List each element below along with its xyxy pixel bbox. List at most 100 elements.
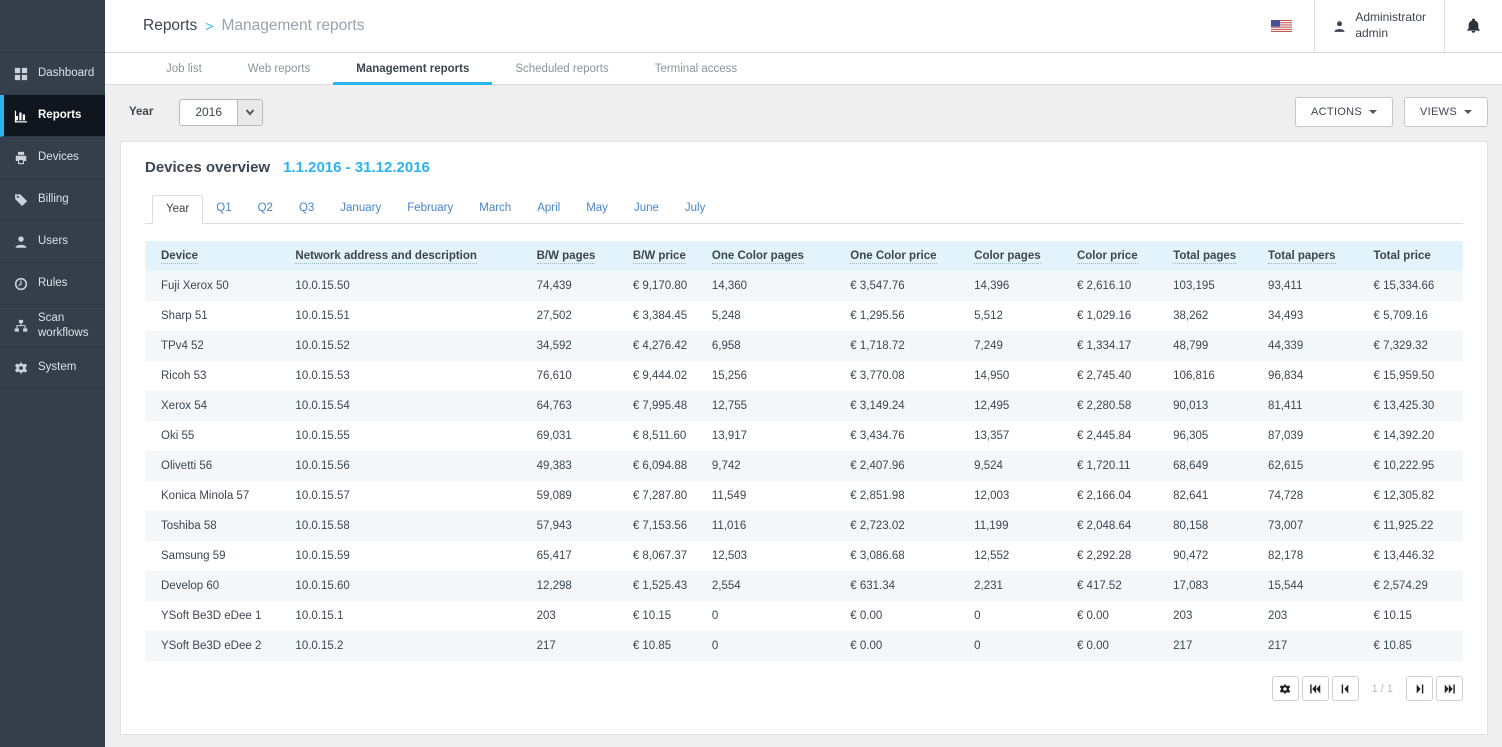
column-header-color-pages[interactable]: Color pages (958, 241, 1061, 271)
tab-management-reports[interactable]: Management reports (333, 53, 493, 85)
table-cell: 10.0.15.51 (295, 310, 350, 322)
table-cell: 9,742 (711, 460, 741, 472)
report-period: 1.1.2016 - 31.12.2016 (283, 159, 430, 176)
pagination: 1 / 1 (145, 676, 1463, 701)
table-cell: € 3,149.24 (850, 400, 905, 412)
table-cell: 74,728 (1268, 490, 1304, 502)
period-tab-year[interactable]: Year (152, 195, 204, 224)
table-cell: 87,039 (1268, 430, 1304, 442)
us-flag-icon (1271, 20, 1293, 32)
column-header-label: Total price (1373, 250, 1431, 262)
language-flag-button[interactable] (1249, 0, 1314, 52)
year-select-value: 2016 (195, 105, 223, 119)
period-tab-july[interactable]: July (684, 202, 706, 214)
table-cell: € 0.00 (1076, 640, 1109, 652)
column-header-color-price[interactable]: Color price (1060, 241, 1158, 271)
notifications-button[interactable] (1445, 0, 1502, 52)
sidebar-item-devices[interactable]: Devices (0, 137, 105, 179)
period-tab-may[interactable]: May (586, 202, 608, 214)
period-tab-q3[interactable]: Q3 (298, 202, 315, 214)
table-row: Develop 60 10.0.15.60 12,298 € 1,525.43 2,55… (145, 571, 1463, 601)
column-header-label: Device (161, 250, 199, 264)
bell-icon (1467, 18, 1480, 33)
tab-web-reports[interactable]: Web reports (247, 62, 311, 75)
table-cell: € 15,959.50 (1373, 370, 1435, 382)
views-button[interactable]: VIEWS (1404, 97, 1488, 127)
period-tab-june[interactable]: June (633, 202, 659, 214)
column-header-device[interactable]: Device (145, 241, 280, 271)
breadcrumb-section[interactable]: Reports (143, 17, 198, 34)
table-cell: € 1,525.43 (632, 580, 688, 592)
period-tab-march[interactable]: March (479, 202, 512, 214)
table-settings-button[interactable] (1271, 676, 1299, 701)
column-header-one-color-price[interactable]: One Color price (834, 241, 959, 271)
sidebar-item-reports[interactable]: Reports (0, 95, 105, 137)
tab-terminal-access[interactable]: Terminal access (654, 62, 738, 75)
toolbar: ACTIONS VIEWS (1295, 97, 1488, 127)
table-cell: € 1,295.56 (850, 310, 905, 322)
column-header-total-pages[interactable]: Total pages (1157, 241, 1253, 271)
period-tab-q1[interactable]: Q1 (216, 202, 232, 214)
previous-page-icon (1341, 684, 1349, 693)
user-menu[interactable]: Administrator admin (1314, 0, 1445, 52)
column-header-one-color-pages[interactable]: One Color pages (695, 241, 835, 271)
sidebar-item-scan-workflows[interactable]: Scan workflows (0, 305, 105, 347)
sidebar-top-spacer (0, 0, 105, 53)
breadcrumb: Reports > Management reports (105, 0, 365, 52)
table-cell: Konica Minola 57 (161, 490, 250, 502)
table-cell: 11,549 (711, 490, 747, 502)
table-row: Oki 55 10.0.15.55 69,031 € 8,511.60 13,917 € … (145, 421, 1463, 451)
users-icon (14, 235, 29, 249)
column-header-label: One Color price (850, 250, 937, 264)
table-cell: € 2,745.40 (1076, 370, 1132, 382)
column-header-b-w-price[interactable]: B/W price (616, 241, 696, 271)
main-column: Reports > Management reports (105, 0, 1502, 747)
table-row: YSoft Be3D eDee 1 10.0.15.1 203 € 10.15 0 € 0… (145, 601, 1463, 631)
table-cell: € 0.00 (850, 610, 883, 622)
tab-job-list[interactable]: Job list (166, 62, 202, 75)
table-cell: 80,158 (1173, 520, 1209, 532)
table-cell: € 3,770.08 (850, 370, 905, 382)
table-cell: Fuji Xerox 50 (161, 280, 229, 292)
table-cell: 217 (536, 640, 556, 652)
sidebar-item-label: Billing (38, 193, 69, 206)
reports-icon (14, 109, 29, 123)
table-cell: 69,031 (536, 430, 572, 442)
table-cell: 10.0.15.59 (295, 550, 350, 562)
next-page-button[interactable] (1406, 676, 1433, 701)
table-cell: Sharp 51 (161, 310, 208, 322)
column-header-b-w-pages[interactable]: B/W pages (520, 241, 617, 271)
gear-icon (1279, 683, 1291, 694)
content-area: Year 2016 ACTIONS VIEWS (105, 85, 1502, 747)
period-tab-april[interactable]: April (537, 202, 561, 214)
column-header-total-papers[interactable]: Total papers (1252, 241, 1358, 271)
year-select[interactable]: 2016 (179, 98, 264, 126)
sidebar-item-system[interactable]: System (0, 347, 105, 389)
table-cell: € 9,444.02 (632, 370, 688, 382)
sidebar-item-users[interactable]: Users (0, 221, 105, 263)
table-cell: € 13,446.32 (1373, 550, 1435, 562)
sidebar-item-billing[interactable]: Billing (0, 179, 105, 221)
table-cell: 12,755 (711, 400, 748, 412)
table-cell: € 2,407.96 (850, 460, 905, 472)
caret-down-icon (1464, 110, 1472, 114)
previous-page-button[interactable] (1331, 676, 1359, 701)
column-header-total-price[interactable]: Total price (1357, 241, 1463, 271)
table-cell: 10.0.15.55 (295, 430, 350, 442)
sidebar-item-dashboard[interactable]: Dashboard (0, 53, 105, 95)
last-page-button[interactable] (1436, 676, 1463, 701)
report-title: Devices overview (145, 159, 271, 176)
column-header-network-address-and-description[interactable]: Network address and description (279, 241, 521, 271)
period-tab-q2[interactable]: Q2 (257, 202, 273, 214)
period-tab-february[interactable]: February (407, 202, 454, 214)
table-cell: 6,958 (711, 340, 741, 352)
tab-scheduled-reports[interactable]: Scheduled reports (515, 62, 609, 75)
table-cell: 2,554 (711, 580, 741, 592)
table-cell: 59,089 (536, 490, 572, 502)
table-cell: € 2,280.58 (1076, 400, 1132, 412)
first-page-button[interactable] (1301, 676, 1329, 701)
actions-button[interactable]: ACTIONS (1295, 97, 1394, 127)
table-cell: 217 (1173, 640, 1193, 652)
period-tab-january[interactable]: January (340, 202, 382, 214)
sidebar-item-rules[interactable]: Rules (0, 263, 105, 305)
